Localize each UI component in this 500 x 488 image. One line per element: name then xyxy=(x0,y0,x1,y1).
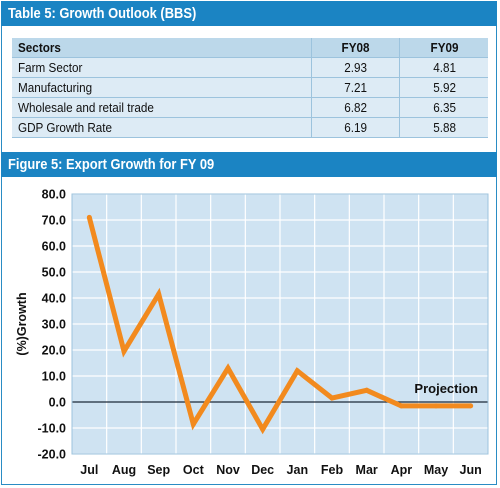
growth-outlook-table: Sectors FY08 FY09 Farm Sector 2.93 4.81 … xyxy=(12,38,488,138)
y-tick-label: 20.0 xyxy=(42,344,66,358)
table-title: Table 5: Growth Outlook (BBS) xyxy=(8,5,197,22)
data-point xyxy=(468,403,474,409)
row-fy08: 6.82 xyxy=(310,97,400,118)
y-tick-label: -10.0 xyxy=(38,422,67,436)
row-fy09: 4.81 xyxy=(399,57,488,78)
x-tick-label: Oct xyxy=(183,463,205,477)
plot-border xyxy=(71,193,489,455)
y-tick-label: 0.0 xyxy=(49,396,66,410)
y-tick-label: 40.0 xyxy=(42,292,66,306)
projection-annotation: Projection xyxy=(414,381,478,396)
series-line xyxy=(86,216,471,435)
row-fy08: 6.19 xyxy=(310,117,400,138)
data-point xyxy=(121,348,127,354)
row-fy08: 7.21 xyxy=(310,77,400,98)
header-fy09: FY09 xyxy=(399,38,488,58)
x-tick-label: Feb xyxy=(321,463,344,477)
row-label: Manufacturing xyxy=(12,77,312,98)
x-tick-label: Nov xyxy=(216,463,240,477)
header-sectors: Sectors xyxy=(12,38,312,58)
data-point xyxy=(329,395,335,401)
x-tick-label: Jun xyxy=(460,463,482,477)
figure-title: Figure 5: Export Growth for FY 09 xyxy=(8,156,215,173)
table-header-row: Sectors FY08 FY09 xyxy=(12,38,488,58)
data-point xyxy=(294,368,300,374)
data-point xyxy=(433,403,439,409)
data-point xyxy=(225,365,231,371)
x-tick-label: May xyxy=(424,463,448,477)
row-label: Farm Sector xyxy=(12,57,312,78)
y-tick-label: 80.0 xyxy=(42,188,66,202)
data-point xyxy=(190,421,196,427)
y-axis-label: (%)Growth xyxy=(15,292,29,355)
y-tick-label: 70.0 xyxy=(42,214,66,228)
table-row: Wholesale and retail trade 6.82 6.35 xyxy=(12,97,488,118)
x-tick-label: Aug xyxy=(112,463,136,477)
row-fy09: 5.92 xyxy=(399,77,488,98)
table-title-bar: Table 5: Growth Outlook (BBS) xyxy=(1,1,497,26)
x-tick-label: Jul xyxy=(80,463,98,477)
data-point xyxy=(86,214,92,220)
row-fy08: 2.93 xyxy=(310,57,400,78)
table-row: Farm Sector 2.93 4.81 xyxy=(12,57,488,78)
header-fy08: FY08 xyxy=(310,38,400,58)
row-fy09: 5.88 xyxy=(399,117,488,138)
data-point xyxy=(364,387,370,393)
row-fy09: 6.35 xyxy=(399,97,488,118)
data-point xyxy=(260,426,266,432)
row-label: GDP Growth Rate xyxy=(12,117,312,138)
y-tick-label: 30.0 xyxy=(42,318,66,332)
data-point xyxy=(156,291,162,297)
y-tick-label: 50.0 xyxy=(42,266,66,280)
row-label: Wholesale and retail trade xyxy=(12,97,312,118)
data-point xyxy=(398,403,404,409)
table-row: Manufacturing 7.21 5.92 xyxy=(12,77,488,98)
x-tick-label: Dec xyxy=(251,463,274,477)
table-row: GDP Growth Rate 6.19 5.88 xyxy=(12,117,488,138)
x-tick-label: Apr xyxy=(391,463,413,477)
figure-title-bar: Figure 5: Export Growth for FY 09 xyxy=(1,152,497,177)
y-tick-label: -20.0 xyxy=(38,448,67,462)
x-tick-label: Jan xyxy=(287,463,309,477)
x-tick-label: Mar xyxy=(356,463,378,477)
x-tick-label: Sep xyxy=(147,463,170,477)
y-tick-label: 10.0 xyxy=(42,370,66,384)
y-tick-label: 60.0 xyxy=(42,240,66,254)
